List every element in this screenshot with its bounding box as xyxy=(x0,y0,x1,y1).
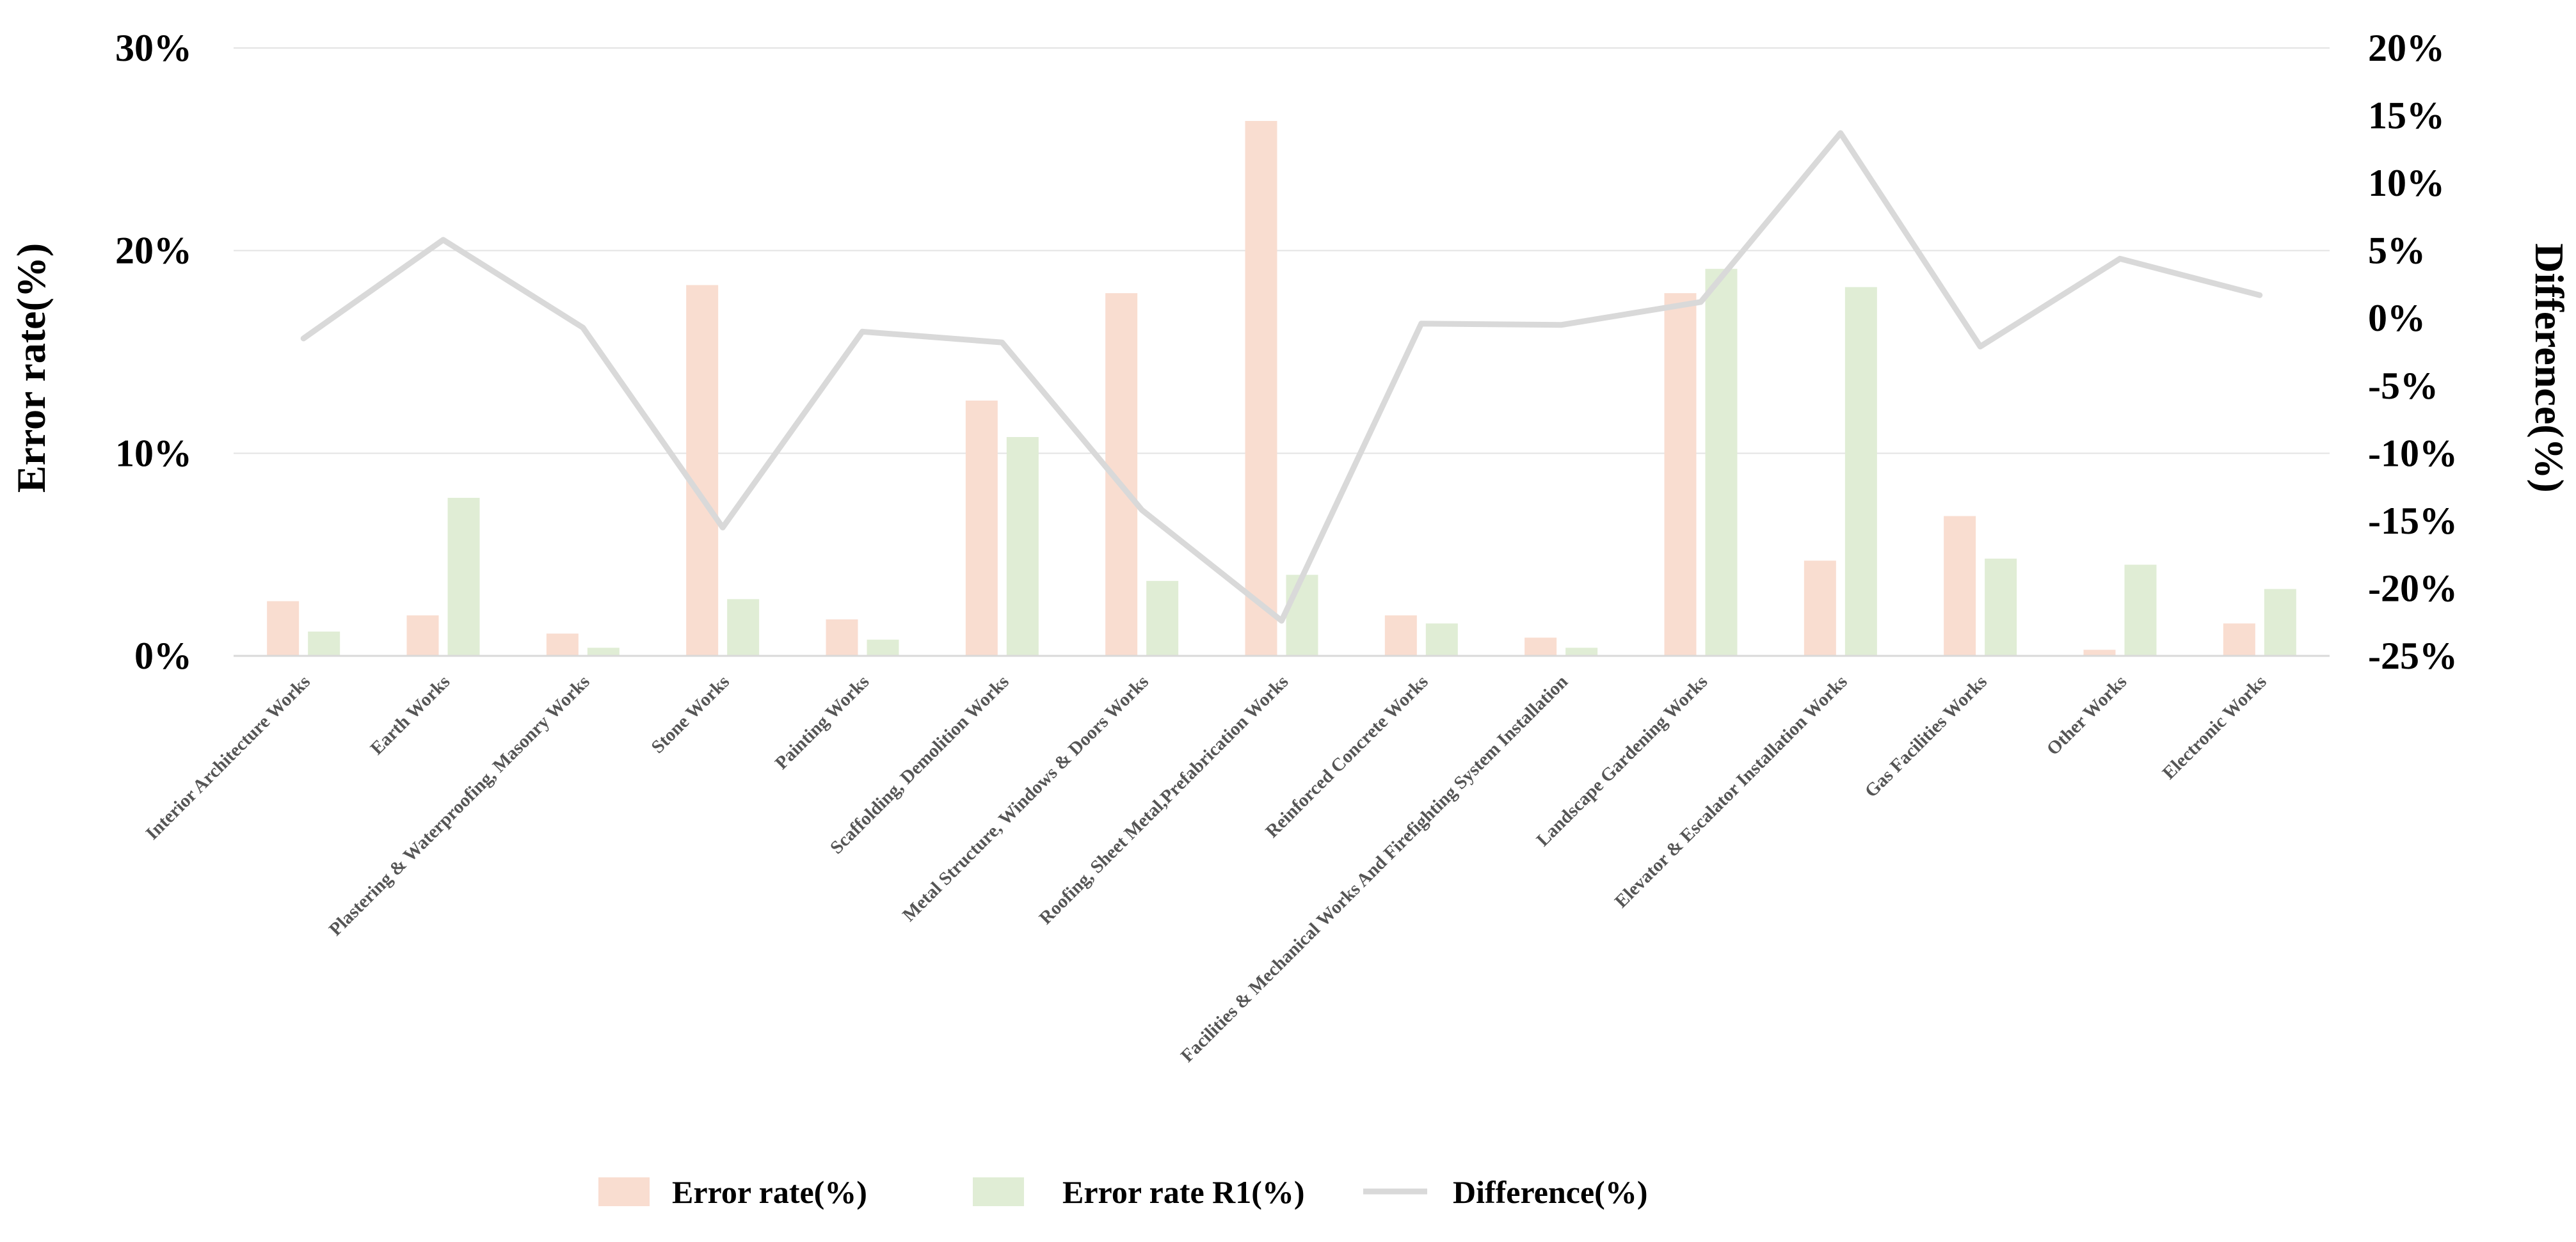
bar-error-rate-r1 xyxy=(587,648,620,656)
y-left-tick-label: 10% xyxy=(115,432,192,474)
bar-error-rate-r1 xyxy=(1425,623,1458,656)
y-right-tick-label: 0% xyxy=(2368,297,2426,339)
legend: Error rate(%) Error rate R1(%) Differenc… xyxy=(598,1174,1647,1210)
legend-label-error-rate-r1: Error rate R1(%) xyxy=(1062,1174,1305,1210)
category-label: Gas Facilities Works xyxy=(1861,671,1991,801)
bar-error-rate xyxy=(1245,121,1277,656)
category-label: Interior Architecture Works xyxy=(142,671,314,843)
category-label: Electronic Works xyxy=(2159,671,2271,783)
y-right-tick-label: -5% xyxy=(2368,365,2438,407)
bar-error-rate-r1 xyxy=(2124,564,2157,656)
bar-error-rate xyxy=(1944,516,1976,656)
category-label: Roofing, Sheet Metal,Prefabrication Work… xyxy=(1036,671,1293,928)
bar-error-rate-r1 xyxy=(1565,648,1598,656)
bar-error-rate-r1 xyxy=(2264,589,2296,656)
bar-error-rate xyxy=(826,619,858,656)
bar-error-rate xyxy=(406,615,439,656)
y-left-tick-labels: 0% 10% 20% 30% xyxy=(115,27,192,677)
bar-error-rate xyxy=(267,601,300,656)
category-label: Reinforced Concrete Works xyxy=(1261,671,1432,841)
bar-error-rate-r1 xyxy=(308,632,340,656)
bar-error-rate-r1 xyxy=(1286,575,1318,656)
legend-label-error-rate: Error rate(%) xyxy=(672,1174,867,1210)
y-right-tick-label: -25% xyxy=(2368,635,2458,677)
bar-error-rate-r1 xyxy=(727,599,760,656)
category-label: Metal Structure, Windows & Doors Works xyxy=(899,671,1153,925)
y-left-tick-label: 0% xyxy=(134,635,192,677)
legend-swatch-error-rate-r1 xyxy=(973,1177,1024,1206)
bar-error-rate-r1 xyxy=(867,639,899,656)
category-label: Painting Works xyxy=(771,671,874,774)
bar-error-rate xyxy=(965,401,998,656)
bar-error-rate xyxy=(1524,637,1557,656)
category-label: Plastering & Waterproofing, Masonry Work… xyxy=(325,671,594,940)
bar-error-rate xyxy=(1384,615,1417,656)
bar-error-rate xyxy=(2083,649,2116,656)
bar-error-rate xyxy=(2223,623,2255,656)
category-label: Earth Works xyxy=(367,671,454,759)
category-labels: Interior Architecture Works Earth WorksPl… xyxy=(142,671,2271,1066)
y-right-tick-labels: -25% -20% -15% -10% -5% 0% 5% 10% 15% 20% xyxy=(2368,27,2458,677)
bar-error-rate-r1 xyxy=(1844,287,1877,657)
gridlines xyxy=(234,47,2330,454)
bar-error-rate xyxy=(1664,293,1697,657)
difference-line-series xyxy=(300,130,2263,624)
y-left-tick-label: 20% xyxy=(115,230,192,272)
bar-error-rate-r1 xyxy=(1006,437,1039,656)
y-left-tick-label: 30% xyxy=(115,27,192,69)
bar-series xyxy=(267,121,2296,657)
category-label: Stone Works xyxy=(648,671,733,757)
y-right-tick-label: -10% xyxy=(2368,432,2458,474)
bar-error-rate xyxy=(1804,561,1836,656)
bar-error-rate-r1 xyxy=(1705,269,1738,657)
y-right-tick-label: -20% xyxy=(2368,567,2458,609)
y-left-axis-title: Error rate(%) xyxy=(8,243,54,493)
y-right-tick-label: 15% xyxy=(2368,95,2445,137)
bar-error-rate xyxy=(546,633,579,656)
bar-error-rate-r1 xyxy=(447,498,480,656)
category-label: Other Works xyxy=(2043,671,2131,760)
y-right-tick-label: -15% xyxy=(2368,500,2458,542)
y-right-axis-title: Difference(%) xyxy=(2527,243,2572,493)
bar-error-rate-r1 xyxy=(1146,580,1179,656)
y-right-tick-label: 20% xyxy=(2368,27,2445,69)
y-right-tick-label: 10% xyxy=(2368,162,2445,204)
bar-error-rate xyxy=(686,285,719,656)
legend-swatch-error-rate xyxy=(598,1177,650,1206)
bar-error-rate-r1 xyxy=(1985,559,2017,656)
y-right-tick-label: 5% xyxy=(2368,230,2426,272)
category-label: Elevator & Escalator Installation Works xyxy=(1611,671,1852,912)
legend-label-difference: Difference(%) xyxy=(1453,1174,1647,1210)
